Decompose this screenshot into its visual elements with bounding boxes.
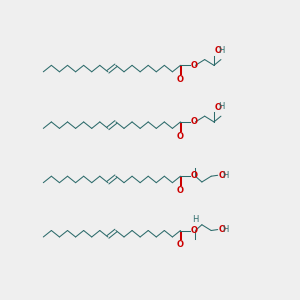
Text: O: O <box>177 132 184 141</box>
Text: H: H <box>222 171 228 180</box>
Text: O: O <box>219 171 226 180</box>
Text: O: O <box>219 225 226 234</box>
Text: O: O <box>191 226 198 235</box>
Text: O: O <box>177 75 184 84</box>
Text: H: H <box>218 46 224 55</box>
Text: O: O <box>191 61 198 70</box>
Text: H: H <box>222 225 228 234</box>
Text: O: O <box>191 117 198 126</box>
Text: O: O <box>177 186 184 195</box>
Text: O: O <box>215 103 222 112</box>
Text: O: O <box>215 46 222 55</box>
Text: O: O <box>177 240 184 249</box>
Text: H: H <box>192 215 198 224</box>
Text: O: O <box>191 172 198 181</box>
Text: H: H <box>218 102 224 111</box>
